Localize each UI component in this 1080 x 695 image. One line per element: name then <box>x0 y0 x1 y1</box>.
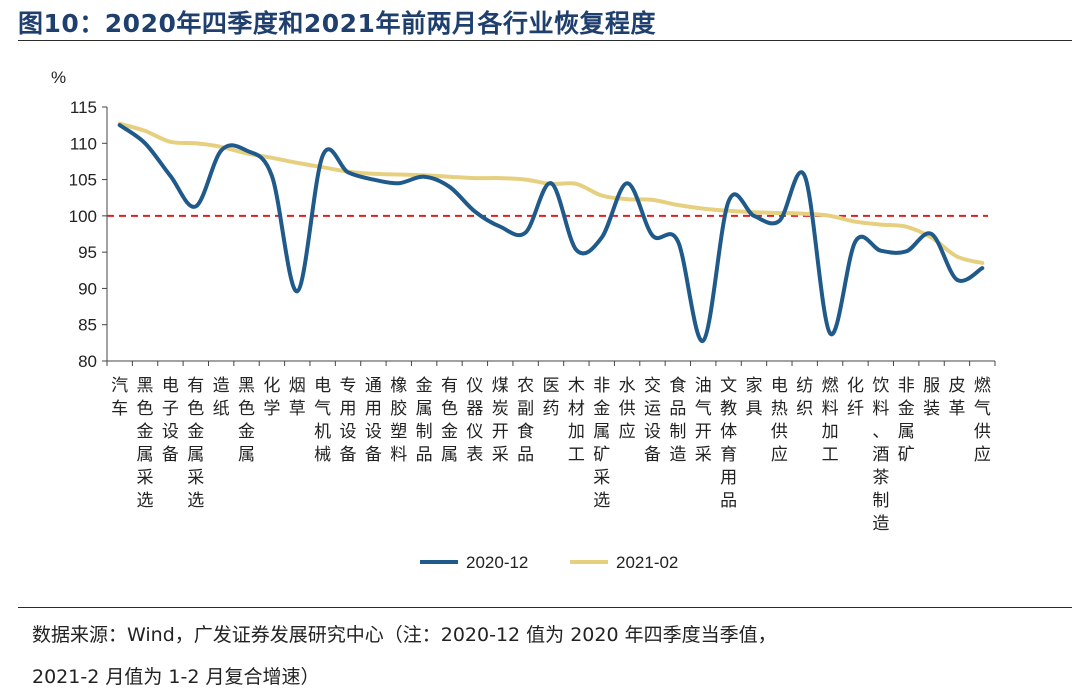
page-title: 图10：2020年四季度和2021年前两月各行业恢复程度 <box>18 9 656 38</box>
x-category-label: 汽车 <box>111 376 128 419</box>
x-category-label: 文教体育用品 <box>720 376 737 511</box>
x-category-label: 木材加工 <box>568 376 585 465</box>
x-category-label: 黑色金属 <box>238 376 255 465</box>
x-category-label: 专用设备 <box>340 376 357 465</box>
x-category-label: 食品制造 <box>669 376 686 465</box>
y-tick-label: 80 <box>78 352 97 371</box>
series-line-2020-12 <box>117 123 985 343</box>
x-category-label: 仪器仪表 <box>466 376 483 465</box>
x-category-label: 橡胶塑料 <box>390 376 407 465</box>
y-axis-unit-label: % <box>51 68 66 87</box>
x-category-label: 燃气供应 <box>974 376 991 465</box>
x-category-label: 油气开采 <box>695 376 712 465</box>
y-tick-label: 85 <box>78 316 97 335</box>
y-tick-label: 110 <box>70 134 97 153</box>
x-category-label: 电子设备 <box>162 376 179 465</box>
x-category-label: 燃料加工 <box>822 376 839 465</box>
x-category-label: 纺织 <box>796 376 813 419</box>
y-tick-label: 90 <box>78 279 97 298</box>
y-tick-label: 95 <box>78 243 97 262</box>
x-category-label: 电气机械 <box>314 376 331 465</box>
y-tick-label: 105 <box>69 171 97 190</box>
x-category-label: 有色金属采选 <box>187 376 204 511</box>
x-category-label: 交运设备 <box>644 376 661 465</box>
x-category-label: 电热供应 <box>771 376 788 465</box>
x-category-label: 烟草 <box>289 376 306 419</box>
x-category-label: 饮料、酒茶制造 <box>872 376 889 534</box>
y-tick-label: 100 <box>69 207 97 226</box>
y-tick-label: 115 <box>70 98 97 117</box>
title-divider <box>18 40 1072 41</box>
x-category-label: 非金属矿采选 <box>593 376 610 511</box>
x-category-label: 家具 <box>745 376 762 419</box>
legend-label-2020-12: 2020-12 <box>466 553 528 572</box>
x-category-label: 通用设备 <box>365 376 382 465</box>
x-category-label: 服装 <box>923 376 940 419</box>
x-category-label: 黑色金属采选 <box>137 376 154 511</box>
x-category-label: 有色金属 <box>441 376 458 465</box>
source-note-line-1: 数据来源：Wind，广发证券发展研究中心（注：2020-12 值为 2020 年… <box>32 624 777 646</box>
x-category-label: 农副食品 <box>517 376 534 465</box>
chart: % 80 85 90 95 100 105 110 115 汽车黑色金属采选电子设备有色金属采选造… <box>51 68 996 572</box>
legend-label-2021-02: 2021-02 <box>616 553 678 572</box>
x-category-label: 水供应 <box>619 376 636 442</box>
x-category-label: 金属制品 <box>416 376 433 465</box>
x-category-label: 皮革 <box>948 376 965 419</box>
x-category-label: 化纤 <box>847 376 864 419</box>
source-note-line-2: 2021-2 月值为 1-2 月复合增速） <box>32 666 320 688</box>
x-category-label: 非金属矿 <box>898 376 915 465</box>
x-category-label: 煤炭开采 <box>492 376 509 465</box>
x-category-label: 造纸 <box>213 376 230 419</box>
x-category-label: 化学 <box>263 376 280 419</box>
x-category-label: 医药 <box>543 376 560 419</box>
footer-divider <box>18 607 1072 608</box>
